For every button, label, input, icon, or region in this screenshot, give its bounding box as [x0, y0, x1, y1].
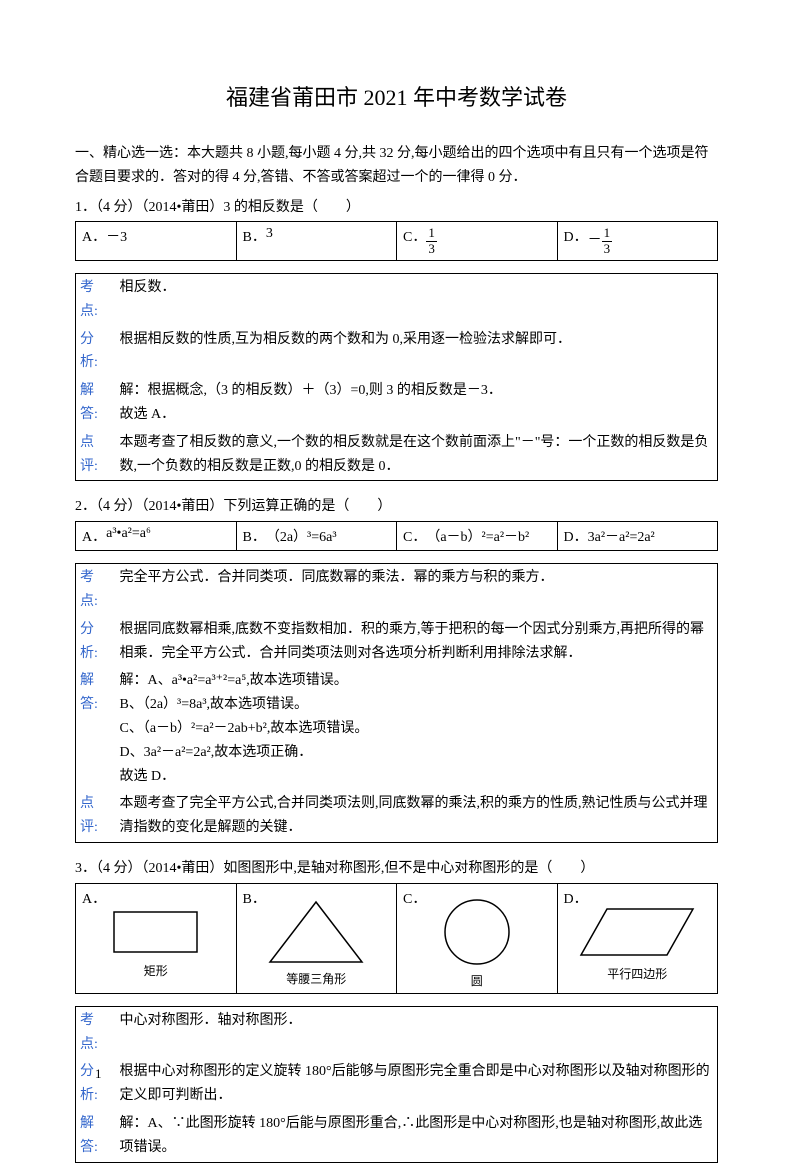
q2-kaodian: 完全平方公式．合并同类项．同底数幂的乘法．幂的乘方与积的乘方．: [116, 564, 718, 616]
q3-kaodian-label: 考点:: [76, 1006, 116, 1058]
q3-jieda: 解：A、∵此图形旋转 180°后能与原图形重合,∴此图形是中心对称图形,也是轴对…: [116, 1110, 718, 1162]
q2-text: 2．（4 分）（2014•莆田）下列运算正确的是（ ）: [75, 495, 718, 519]
q2-option-c-value: （a－b）²=a²－b²: [426, 530, 529, 545]
q3-option-a: A． 矩形: [76, 883, 237, 993]
q1-jieda-l2: 故选 A．: [120, 403, 714, 427]
q1-option-b-value: 3: [266, 226, 273, 241]
circle-icon: [441, 896, 513, 968]
parallelogram-icon: [577, 903, 697, 961]
q1-dianping: 本题考查了相反数的意义,一个数的相反数就是在这个数前面添上"－"号：一个正数的相…: [116, 429, 718, 481]
q1-option-d: D．－13: [557, 222, 718, 261]
q2-jieda-l2: B、（2a）³=8a³,故本选项错误。: [120, 693, 714, 717]
section-intro: 一、精心选一选：本大题共 8 小题,每小题 4 分,共 32 分,每小题给出的四…: [75, 142, 718, 190]
q1-jieda: 解：根据概念,（3 的相反数）＋（3）=0,则 3 的相反数是－3． 故选 A．: [116, 377, 718, 429]
q2-option-a: A．a³•a²=a⁶: [76, 522, 237, 551]
q3-d-label: 平行四边形: [607, 965, 667, 982]
q1-d-den: 3: [602, 242, 613, 256]
q2-option-d-value: 3a²－a²=2a²: [588, 530, 655, 545]
q2-option-b: B．（2a）³=6a³: [236, 522, 397, 551]
q3-kaodian: 中心对称图形．轴对称图形．: [116, 1006, 718, 1058]
q2-options: A．a³•a²=a⁶ B．（2a）³=6a³ C．（a－b）²=a²－b² D．…: [75, 521, 718, 551]
q3-option-d: D． 平行四边形: [557, 883, 718, 993]
q3-jieda-label: 解答:: [76, 1110, 116, 1162]
q2-option-c: C．（a－b）²=a²－b²: [397, 522, 558, 551]
q2-dianping-label: 点评:: [76, 790, 116, 842]
q2-analysis: 考点: 完全平方公式．合并同类项．同底数幂的乘法．幂的乘方与积的乘方． 分析: …: [75, 563, 718, 843]
q3-option-b: B． 等腰三角形: [236, 883, 397, 993]
q2-option-a-value: a³•a²=a⁶: [106, 526, 151, 541]
rectangle-icon: [108, 906, 203, 958]
page-number: 1: [95, 1066, 102, 1082]
q3-b-label: 等腰三角形: [286, 970, 346, 987]
q2-fenxi-label: 分析:: [76, 616, 116, 668]
q1-jieda-label: 解答:: [76, 377, 116, 429]
q2-option-d: D．3a²－a²=2a²: [557, 522, 718, 551]
q1-kaodian-label: 考点:: [76, 273, 116, 325]
q1-jieda-l1: 解：根据概念,（3 的相反数）＋（3）=0,则 3 的相反数是－3．: [120, 379, 714, 403]
q1-c-num: 1: [426, 226, 437, 241]
q1-kaodian: 相反数．: [116, 273, 718, 325]
q2-option-b-value: （2a）³=6a³: [266, 530, 337, 545]
q1-option-a-value: －3: [106, 230, 127, 245]
q1-analysis: 考点: 相反数． 分析: 根据相反数的性质,互为相反数的两个数和为 0,采用逐一…: [75, 273, 718, 481]
q1-dianping-label: 点评:: [76, 429, 116, 481]
q1-option-a: A．－3: [76, 222, 237, 261]
q1-option-c: C．13: [397, 222, 558, 261]
triangle-icon: [266, 898, 366, 966]
q3-fenxi: 根据中心对称图形的定义旋转 180°后能够与原图形完全重合即是中心对称图形以及轴…: [116, 1058, 718, 1110]
q1-options: A．－3 B．3 C．13 D．－13: [75, 221, 718, 261]
page-title: 福建省莆田市 2021 年中考数学试卷: [75, 80, 718, 112]
q3-analysis: 考点: 中心对称图形．轴对称图形． 分析: 根据中心对称图形的定义旋转 180°…: [75, 1006, 718, 1163]
q1-option-b: B．3: [236, 222, 397, 261]
q3-c-label: 圆: [471, 972, 483, 989]
q2-fenxi: 根据同底数幂相乘,底数不变指数相加．积的乘方,等于把积的每一个因式分别乘方,再把…: [116, 616, 718, 668]
q2-jieda-l3: C、（a－b）²=a²－2ab+b²,故本选项错误。: [120, 717, 714, 741]
q1-c-den: 3: [426, 242, 437, 256]
q2-jieda-l5: 故选 D．: [120, 765, 714, 789]
q2-jieda-l1: 解：A、a³•a²=a³⁺²=a⁵,故本选项错误。: [120, 669, 714, 693]
q2-jieda-label: 解答:: [76, 667, 116, 790]
q2-jieda: 解：A、a³•a²=a³⁺²=a⁵,故本选项错误。 B、（2a）³=8a³,故本…: [116, 667, 718, 790]
q3-text: 3．（4 分）（2014•莆田）如图图形中,是轴对称图形,但不是中心对称图形的是…: [75, 857, 718, 881]
q1-text: 1．（4 分）（2014•莆田）3 的相反数是（ ）: [75, 196, 718, 220]
q3-a-label: 矩形: [144, 962, 168, 979]
q2-dianping: 本题考查了完全平方公式,合并同类项法则,同底数幂的乘法,积的乘方的性质,熟记性质…: [116, 790, 718, 842]
q3-options: A． 矩形 B． 等腰三角形 C． 圆: [75, 883, 718, 994]
q1-fenxi: 根据相反数的性质,互为相反数的两个数和为 0,采用逐一检验法求解即可．: [116, 326, 718, 378]
q2-jieda-l4: D、3a²－a²=2a²,故本选项正确．: [120, 741, 714, 765]
q3-option-c: C． 圆: [397, 883, 558, 993]
q1-d-num: 1: [602, 226, 613, 241]
q1-fenxi-label: 分析:: [76, 326, 116, 378]
q2-kaodian-label: 考点:: [76, 564, 116, 616]
